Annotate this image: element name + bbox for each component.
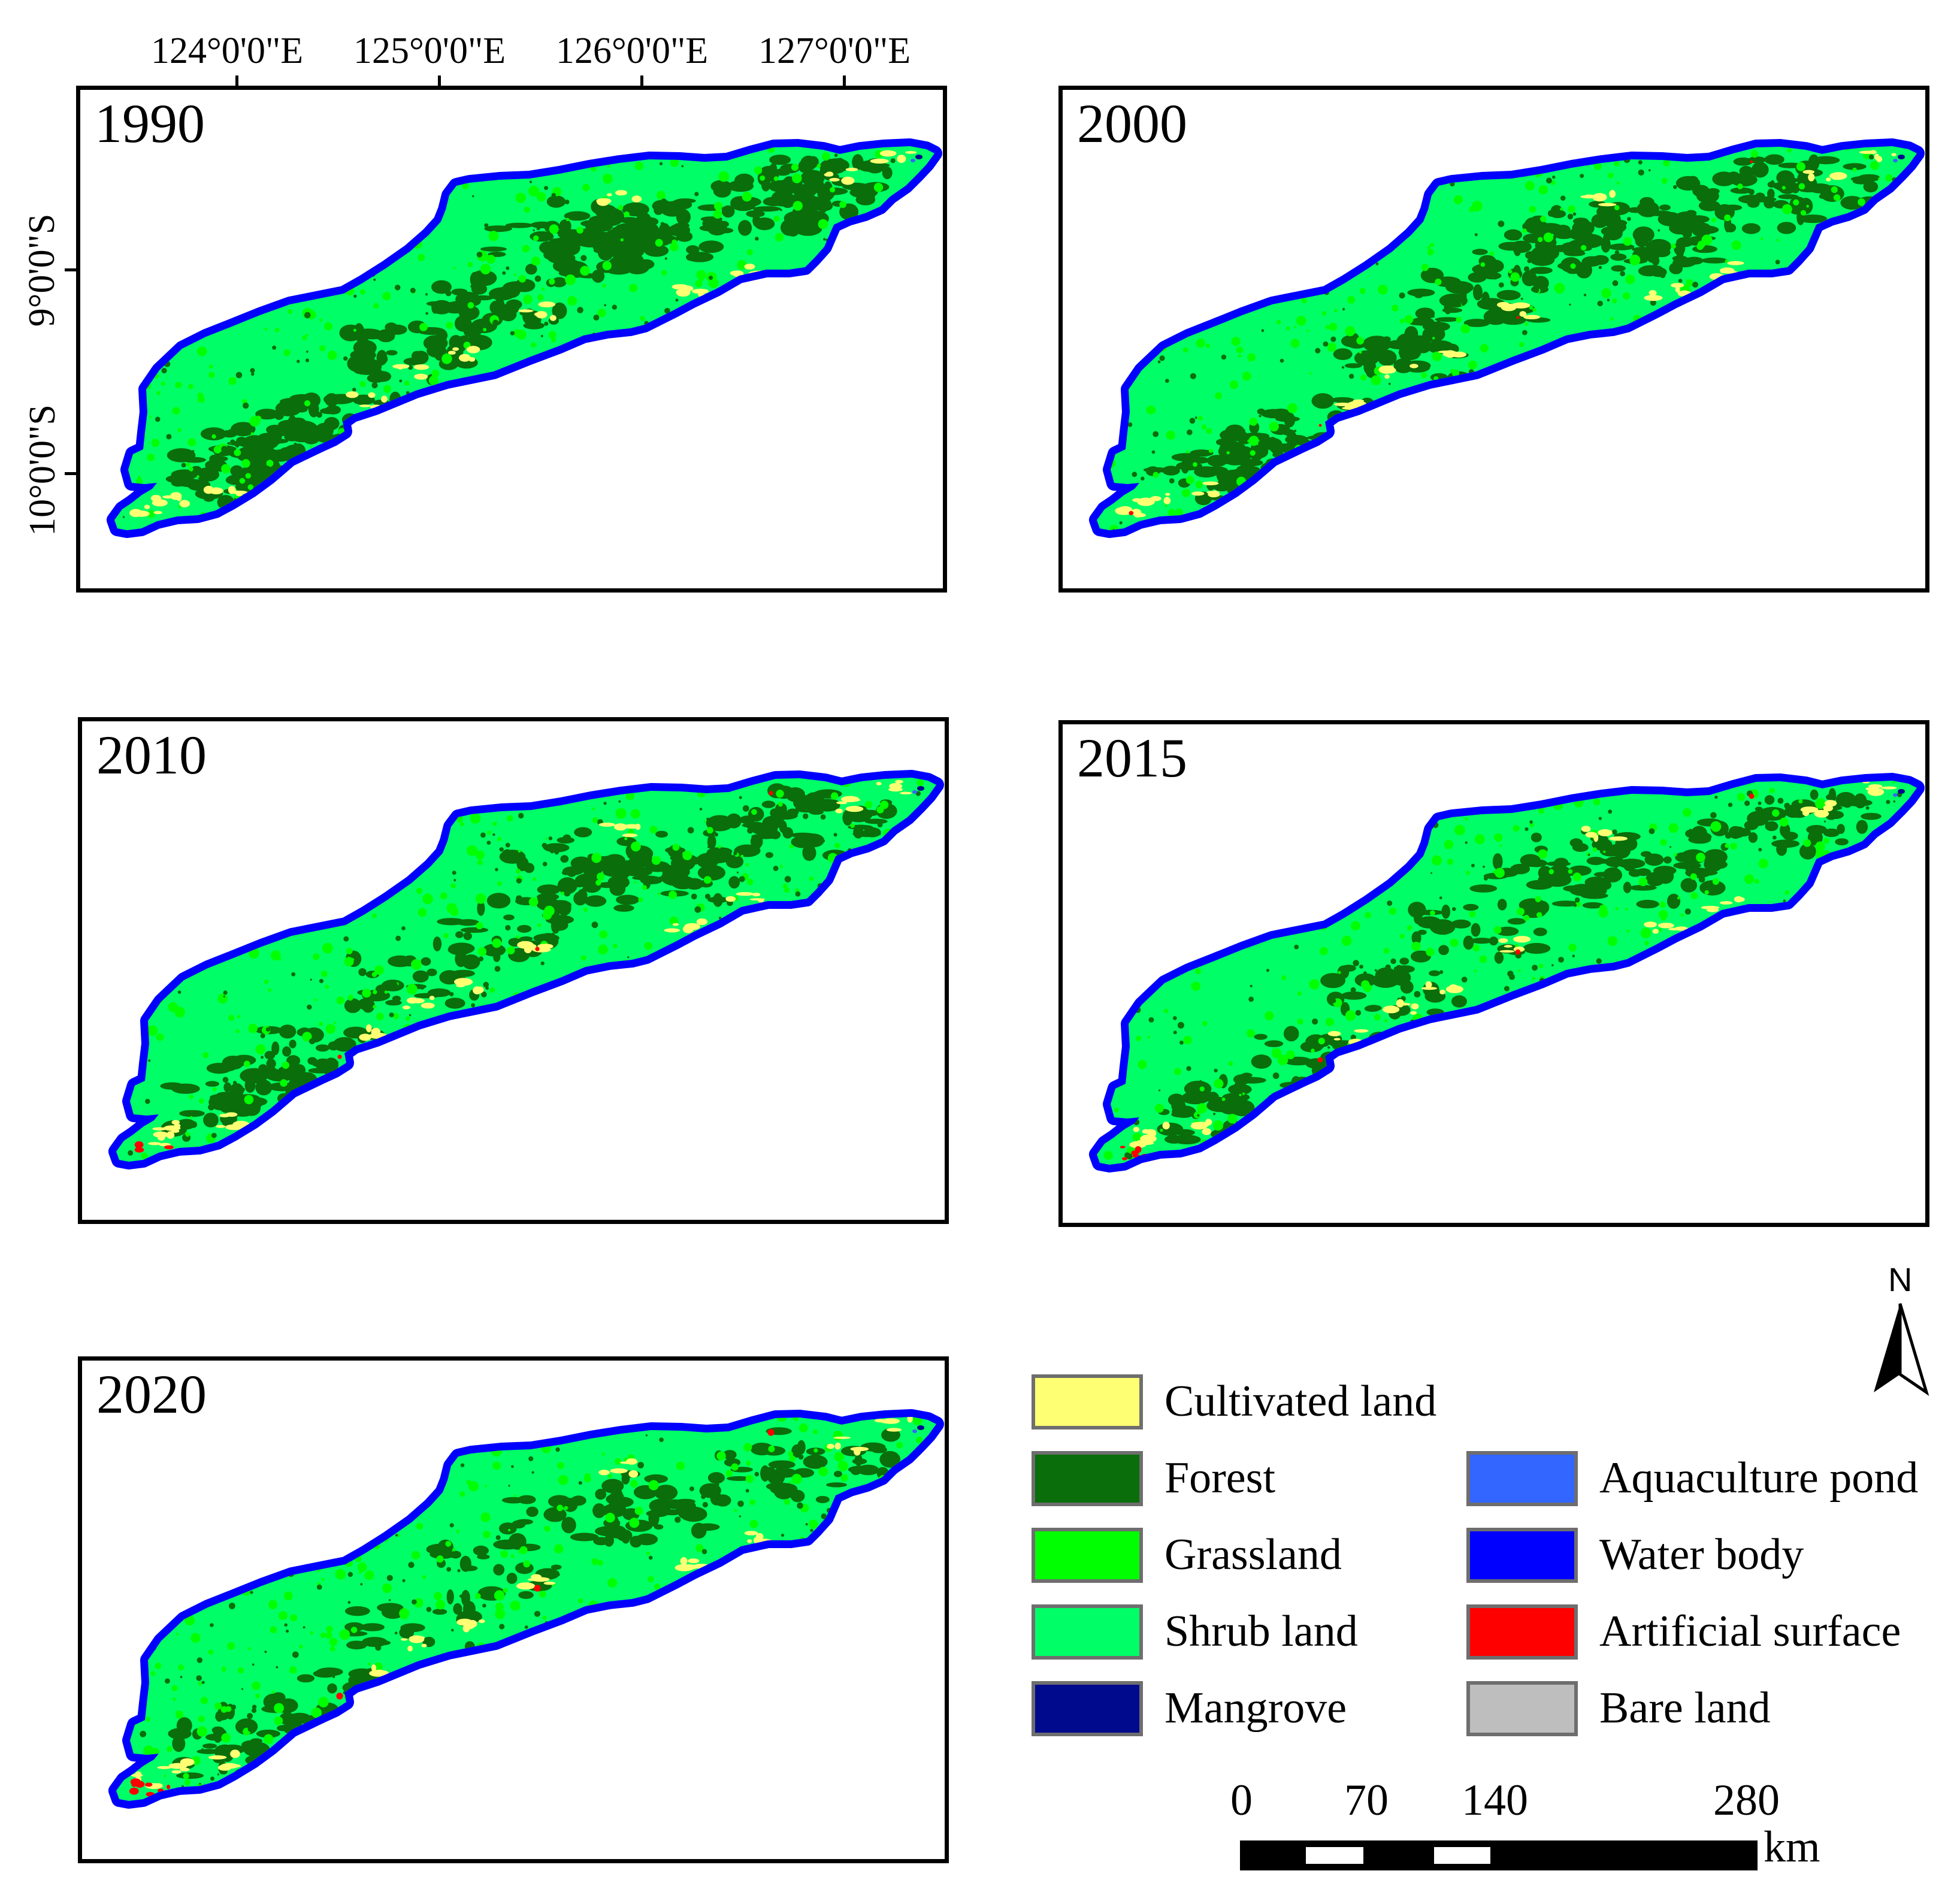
latitude-tick [65,472,78,475]
legend-item-cultivated-land: Cultivated land [1032,1374,1451,1432]
island-map [1089,138,1925,538]
legend-item-artificial-surface: Artificial surface [1466,1604,1946,1662]
legend-label: Forest [1164,1453,1275,1503]
scale-tick-label: 70 [1344,1776,1389,1825]
longitude-tick [843,75,846,89]
longitude-tick [235,75,238,89]
water-body-swatch [1466,1528,1578,1583]
island-map [108,770,944,1169]
land-cover-patches [126,778,930,1162]
legend-item-water-body: Water body [1466,1528,1946,1585]
scale-tick-label: 0 [1230,1776,1253,1825]
map-panel-2000: 2000 [1058,86,1929,593]
island-map [108,1409,944,1809]
longitude-label-125: 125°0'0"E [353,31,506,71]
panel-year-label: 1990 [95,93,205,154]
legend-label: Grassland [1164,1530,1342,1579]
latitude-tick [65,268,78,271]
legend-item-bare-land: Bare land [1466,1681,1946,1739]
panel-year-label: 2020 [96,1364,207,1425]
latitude-label-10s: 10°0'0"S [22,404,63,536]
land-area [1097,781,1917,1165]
artificial-surface-swatch [1466,1604,1578,1660]
grassland-swatch [1032,1528,1143,1583]
map-panel-1990: 1990 [76,86,947,593]
north-arrow-letter: N [1888,1261,1913,1298]
aquaculture-pond-swatch [1466,1451,1578,1506]
scale-tick-label: 280 [1713,1776,1780,1825]
scale-tick-label: 140 [1462,1776,1528,1825]
legend-item-aquaculture-pond: Aquaculture pond [1466,1451,1946,1509]
legend-item-forest: Forest [1032,1451,1451,1509]
bare-land-swatch [1466,1681,1578,1736]
north-arrow-icon [1874,1303,1929,1396]
cultivated-land-swatch [1032,1374,1143,1429]
panel-year-label: 2000 [1077,93,1187,154]
legend-label: Artificial surface [1599,1607,1901,1656]
latitude-label-9s: 9°0'0"S [22,213,62,327]
map-panel-2020: 2020 [78,1356,949,1863]
legend-item-shrub-land: Shrub land [1032,1604,1451,1662]
island-map [107,138,942,538]
legend-label: Mangrove [1164,1684,1347,1733]
map-panel-2010: 2010 [78,717,949,1224]
island-map [1089,773,1925,1172]
scale-bar [1240,1840,1758,1870]
scale-unit: km [1764,1823,1820,1872]
longitude-label-126: 126°0'0"E [556,31,709,71]
forest-swatch [1032,1451,1143,1506]
legend-label: Cultivated land [1164,1377,1437,1426]
legend-item-mangrove: Mangrove [1032,1681,1451,1739]
legend-label: Shrub land [1164,1607,1358,1656]
longitude-tick [640,75,643,89]
longitude-tick [438,75,441,89]
mangrove-swatch [1032,1681,1143,1736]
legend-label: Bare land [1599,1684,1771,1733]
legend-label: Water body [1599,1530,1804,1579]
longitude-label-124: 124°0'0"E [151,31,304,71]
shrub-land-swatch [1032,1604,1143,1660]
legend-label: Aquaculture pond [1599,1453,1919,1503]
map-panel-2015: 2015 [1058,720,1929,1227]
longitude-label-127: 127°0'0"E [758,31,911,71]
legend-item-grassland: Grassland [1032,1528,1451,1585]
panel-year-label: 2015 [1077,727,1187,788]
panel-year-label: 2010 [96,724,207,785]
